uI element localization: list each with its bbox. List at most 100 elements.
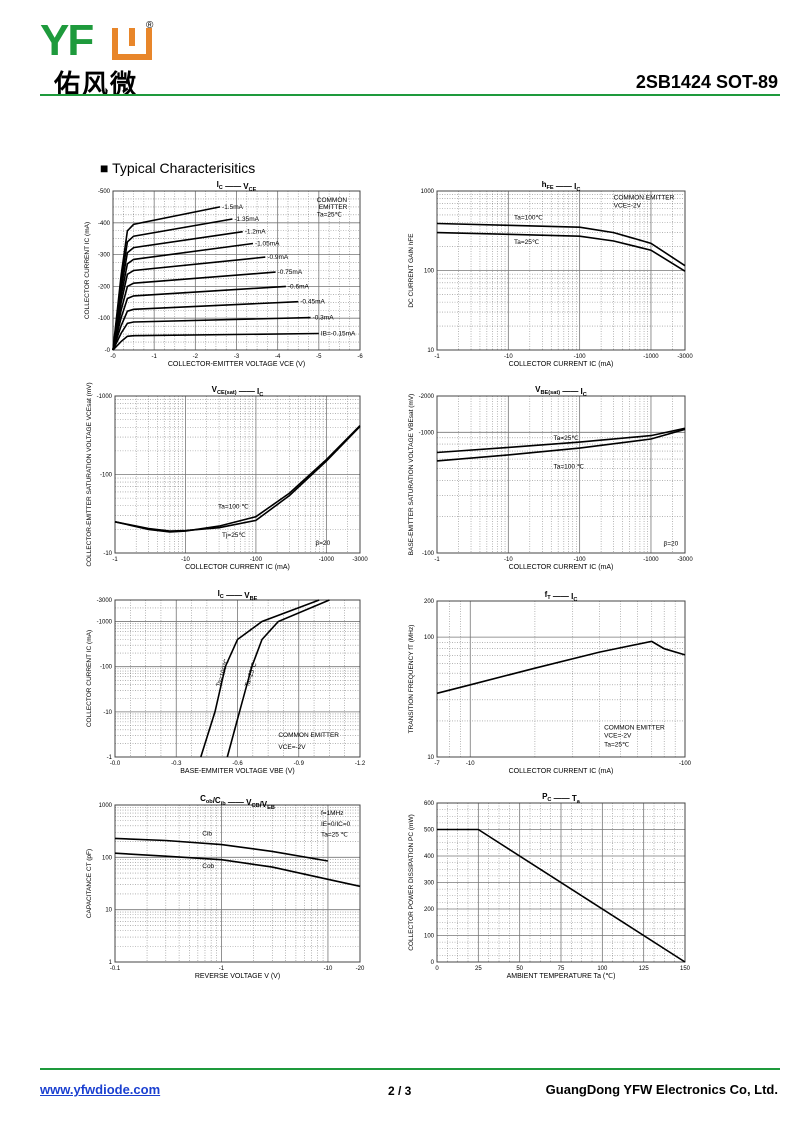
x-tick-label: -100 [574,354,587,360]
x-tick-label: -100 [250,557,263,563]
label-part: —— [237,387,257,396]
x-axis-label: REVERSE VOLTAGE V (V) [195,973,280,980]
series-line-0 [436,427,686,454]
plot-frame [114,599,361,758]
x-tick-label: 50 [516,966,523,972]
x-tick-label: 150 [680,966,691,972]
subscript: a [577,799,581,805]
y-tick-label: -0 [105,348,111,354]
label-part: COLLECTOR CURRENT I [185,564,268,571]
label-part: (mA) [84,222,91,238]
x-tick-label: -0 [110,354,116,360]
subscript: C [547,797,551,803]
series-label: -1.05mA [255,240,280,247]
y-tick-label: 300 [424,881,435,887]
website-link[interactable]: www.yfwdiode.com [40,1082,161,1097]
x-tick-label: -1000 [643,354,659,360]
x-tick-label: -20 [356,966,365,972]
annotation: Ta=25℃ [554,435,580,442]
chart-title: hFE —— IC [542,180,581,193]
chart-2: -1 -10 -100 -1000 -3000-10-100-1000VCE(sat) … [86,382,368,571]
label-part: T [408,644,415,648]
company-name: GuangDong YFW Electronics Co, Ltd. [545,1082,778,1097]
annotation: Ta=100℃ [215,658,231,688]
label-part: (mW) [408,814,415,832]
label-part: —— [551,592,571,601]
annotation: COMMON [317,197,348,204]
series-line-5 [112,271,276,351]
series-line-9 [112,332,319,351]
y-axis-label: COLLECTOR-EMITTER SATURATION VOLTAGE VCE… [86,382,93,566]
annotation: Ta=100 ℃ [554,464,585,471]
subscript: C [219,185,223,191]
annotation: Ta=25℃ [514,239,540,246]
x-axis-label: COLLECTOR CURRENT IC (mA) [509,564,614,571]
subscript: EB [267,805,275,811]
y-tick-label: 500 [424,828,435,834]
y-axis-label: BASE-EMITTER SATURATION VOLTAGE VBEsat (… [408,394,415,556]
label-part: C [408,832,415,837]
label-part: C [86,645,93,650]
x-tick-label: -1 [151,354,157,360]
x-tick-label: 25 [475,966,482,972]
subscript: C [259,392,263,398]
y-tick-label: 1000 [99,803,113,809]
annotation: β=20 [664,541,679,548]
label-part: (mA) [273,564,290,571]
series-label: -1.35mA [234,216,259,223]
label-part: C [591,361,596,368]
annotation: Ta=100℃ [514,214,544,221]
x-tick-label: -3000 [352,557,368,563]
subscript: ob [206,799,213,805]
label-part: CAPACITANCE C [86,866,93,918]
x-tick-label: -100 [574,557,587,563]
label-part: COLLECTOR CURRENT I [84,242,91,319]
part-title: 2SB1424 SOT-89 [635,72,778,92]
x-tick-label: -5 [316,354,322,360]
label-part: —— [223,182,243,191]
label-part: —— [551,794,571,803]
x-tick-label: -1000 [643,557,659,563]
subscript: C [573,597,577,603]
y-tick-label: 0 [431,960,435,966]
annotation: Tj=25℃ [222,532,246,539]
x-tick-label: -0.3 [171,761,182,767]
label-part: (mV) [86,382,93,398]
series-line-1 [436,428,686,462]
x-tick-label: -0.6 [232,761,243,767]
series-line-1 [114,425,361,532]
y-tick-label: -400 [98,221,111,227]
x-tick-label: -1 [112,557,118,563]
chart-3: -1 -10 -100 -1000 -3000 -100 -1000 -2000 VBE(sat… [408,385,693,571]
x-axis-label: COLLECTOR-EMITTER VOLTAGE VCE (V) [168,361,305,368]
label-part: I [574,182,576,191]
page-number: 2 / 3 [388,1084,412,1098]
chart-title: VCE(sat) —— IC [212,385,264,398]
series-line-1 [114,852,361,888]
label-part: I [218,589,220,598]
x-tick-label: -3000 [677,354,693,360]
label-part: (mV) [408,394,415,410]
y-tick-label: 10 [427,755,434,761]
label-part: CE [284,361,294,368]
label-part: I [217,180,219,189]
label-part: COLLECTOR CURRENT I [509,564,592,571]
label-part: V [244,591,250,600]
y-axis-label: COLLECTOR POWER DISSIPATION PC (mW) [408,814,415,951]
label-part: COLLECTOR CURRENT I [509,361,592,368]
label-part: (V) [294,361,305,368]
series-line-0 [114,837,329,862]
annotation: COMMON EMITTER [278,732,339,739]
series-label: -0.3mA [313,315,335,322]
label-part: T [86,862,93,866]
y-tick-label: -10 [103,551,112,557]
label-part: (MHz) [408,625,415,645]
plot-frame [114,804,361,963]
label-part: V [212,385,218,394]
series-label: -0.6mA [288,283,310,290]
label-part: CEsat [86,398,93,416]
label-part: (℃) [601,973,615,980]
label-part: COLLECTOR CURRENT I [86,650,93,727]
